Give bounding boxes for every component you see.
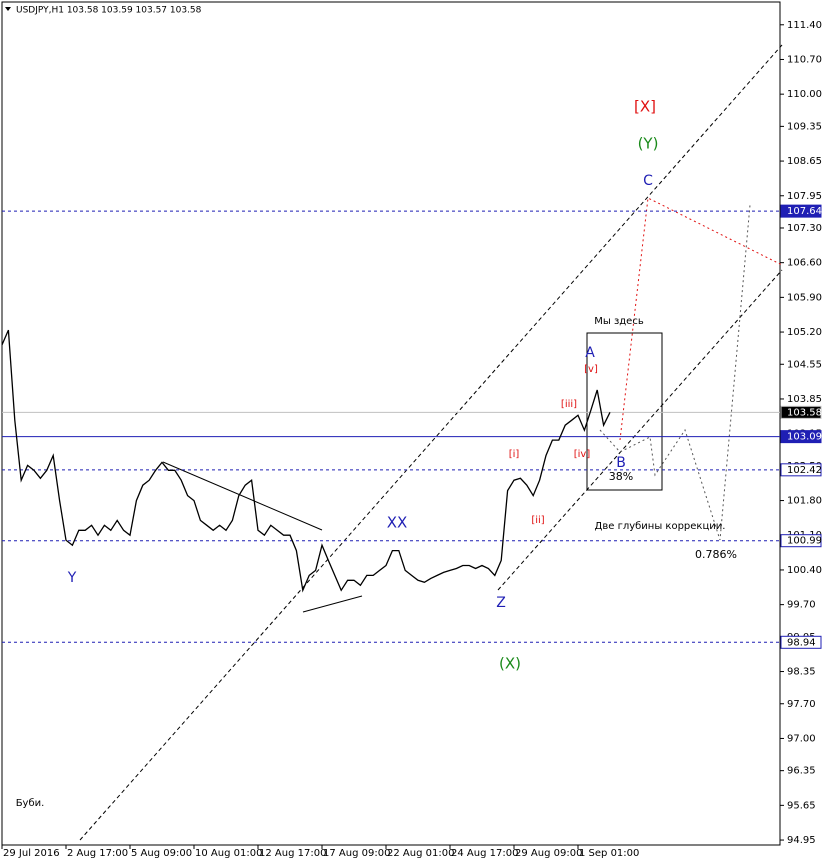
x-tick-label: 17 Aug 09:00 (323, 848, 390, 859)
level-box (780, 463, 822, 477)
annotation: [ii] (531, 515, 544, 526)
annotation: 38% (609, 470, 633, 483)
level-box (780, 405, 822, 419)
x-tick-label: 5 Aug 09:00 (131, 848, 192, 859)
triangle-line (302, 595, 363, 613)
y-tick-label: 97.70 (787, 699, 816, 710)
projection (619, 197, 783, 441)
level-label: 107.64 (787, 206, 822, 217)
price-line (1, 329, 611, 593)
annotation: Y (67, 570, 77, 586)
level-box (780, 534, 822, 548)
y-tick-label: 103.85 (787, 394, 822, 405)
annotation: C (643, 173, 653, 189)
annotation: 0.786% (695, 548, 737, 561)
x-tick-label: 12 Aug 17:00 (259, 848, 326, 859)
y-tick-label: 104.55 (787, 359, 822, 370)
y-tick-label: 107.95 (787, 191, 822, 202)
y-tick-label: 110.00 (787, 89, 822, 100)
x-tick-label: 22 Aug 01:00 (387, 848, 454, 859)
x-tick-label: 24 Aug 17:00 (451, 848, 518, 859)
annotation: B (616, 455, 626, 471)
level-label: 102.42 (787, 465, 822, 476)
chart-title: USDJPY,H1 103.58 103.59 103.57 103.58 (16, 6, 202, 16)
x-tick-label: 10 Aug 01:00 (195, 848, 262, 859)
annotation: [iv] (574, 449, 591, 460)
y-tick-label: 94.95 (787, 835, 816, 846)
level-label: 103.58 (787, 407, 822, 418)
level-label: 100.99 (787, 536, 822, 547)
x-tick-label: 29 Jul 2016 (3, 848, 60, 859)
level-label: 103.09 (787, 432, 822, 443)
annotation: Z (496, 595, 506, 611)
annotation: (Y) (638, 135, 659, 153)
y-tick-label: 105.90 (787, 292, 822, 303)
box (586, 332, 663, 491)
annotation: Мы здесь (594, 316, 644, 327)
level-box (780, 430, 822, 444)
annotation: XX (387, 514, 408, 532)
triangle-line (162, 461, 323, 531)
y-tick-label: 101.80 (787, 496, 822, 507)
y-tick-label: 97.00 (787, 733, 816, 744)
annotation: [i] (509, 449, 520, 460)
x-tick-label: 1 Sep 01:00 (579, 848, 639, 859)
channel-line (79, 44, 783, 841)
level-box (780, 635, 822, 649)
menu-arrow (5, 7, 11, 11)
y-tick-label: 108.65 (787, 156, 822, 167)
plot-frame (1, 1, 781, 846)
y-tick-label: 110.70 (787, 54, 822, 65)
y-tick-label: 111.40 (787, 20, 822, 31)
level-label: 98.94 (787, 637, 816, 648)
y-tick-label: 105.20 (787, 327, 822, 338)
y-tick-label: 106.60 (787, 258, 822, 269)
y-tick-label: 100.40 (787, 565, 822, 576)
annotation: [v] (584, 364, 598, 375)
y-tick-label: 96.35 (787, 766, 816, 777)
drawings (79, 44, 783, 841)
level-box (780, 204, 822, 218)
y-tick-label: 98.35 (787, 667, 816, 678)
y-tick-label: 107.30 (787, 223, 822, 234)
projection (599, 204, 751, 541)
y-tick-label: 99.70 (787, 600, 816, 611)
annotation: A (585, 345, 595, 361)
channel-line (497, 269, 783, 591)
annotation: Две глубины коррекции. (595, 521, 726, 532)
y-tick-label: 95.65 (787, 800, 816, 811)
x-tick-label: 2 Aug 17:00 (67, 848, 128, 859)
annotation: Буби. (16, 798, 45, 809)
x-tick-label: 29 Aug 09:00 (515, 848, 582, 859)
annotation: [iii] (561, 399, 577, 410)
annotation: (X) (499, 655, 521, 673)
annotation: [X] (634, 98, 656, 116)
y-tick-label: 109.35 (787, 121, 822, 132)
